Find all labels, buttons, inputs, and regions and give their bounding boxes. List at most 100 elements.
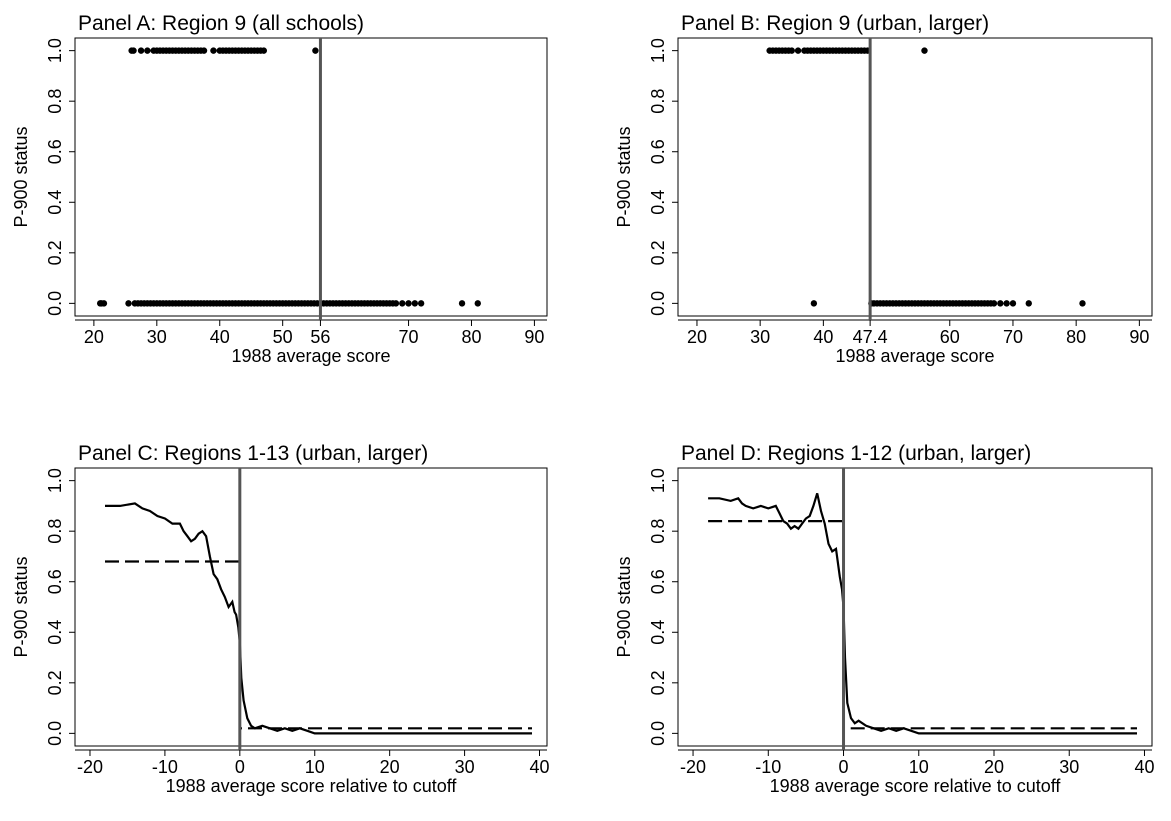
- data-point: [810, 300, 818, 307]
- data-point: [474, 300, 481, 307]
- data-point: [458, 300, 466, 307]
- data-point: [921, 47, 928, 54]
- y-tick-label: 0.6: [45, 569, 65, 594]
- y-tick-label: 1.0: [45, 38, 65, 63]
- data-point: [788, 47, 795, 54]
- y-tick-label: 0.0: [648, 721, 668, 746]
- x-axis-label: 1988 average score relative to cutoff: [770, 776, 1062, 796]
- data-point: [794, 47, 802, 54]
- x-tick-label: 20: [380, 757, 400, 777]
- dashed-fit-line: [708, 519, 1137, 734]
- data-point: [392, 300, 400, 307]
- x-tick-label: 40: [529, 757, 549, 777]
- y-tick-label: 0.8: [648, 519, 668, 544]
- y-tick-label: 0.6: [45, 139, 65, 164]
- data-point: [100, 300, 108, 307]
- x-tick-label: 10: [909, 757, 929, 777]
- x-tick-label: 70: [399, 327, 419, 347]
- y-tick-label: 0.6: [648, 139, 668, 164]
- panel-c: Panel C: Regions 1-13 (urban, larger) 0.0…: [11, 442, 550, 796]
- y-tick-label: 0.2: [648, 670, 668, 695]
- x-tick-label: -10: [755, 757, 781, 777]
- panel-title: Panel C: Regions 1-13 (urban, larger): [78, 442, 428, 465]
- x-tick-label: 47.4: [853, 327, 888, 347]
- data-point: [997, 300, 1004, 307]
- x-tick-label: 30: [750, 327, 770, 347]
- y-tick-label: 0.6: [648, 569, 668, 594]
- x-tick-label: 80: [1066, 327, 1086, 347]
- plot-frame: [677, 37, 1153, 317]
- y-tick-label: 1.0: [648, 38, 668, 63]
- data-point: [1079, 300, 1086, 307]
- panel-title: Panel D: Regions 1-12 (urban, larger): [681, 442, 1031, 465]
- data-point: [1025, 300, 1032, 307]
- x-tick-label: 60: [940, 327, 960, 347]
- y-tick-label: 0.8: [45, 519, 65, 544]
- panel-d: Panel D: Regions 1-12 (urban, larger) 0.0…: [614, 442, 1154, 796]
- y-tick-label: 0.8: [648, 89, 668, 114]
- data-point: [260, 47, 267, 54]
- y-tick-label: 0.2: [45, 240, 65, 265]
- y-tick-label: 1.0: [45, 468, 65, 493]
- data-point: [1009, 300, 1017, 307]
- data-point: [405, 300, 412, 307]
- y-tick-label: 0.0: [45, 291, 65, 316]
- data-point: [125, 300, 132, 307]
- data-point: [144, 47, 151, 54]
- y-axis-label: P-900 status: [11, 556, 31, 657]
- smoothed-line: [708, 492, 1137, 735]
- x-tick-label: 80: [461, 327, 481, 347]
- x-tick-label: 30: [455, 757, 475, 777]
- x-tick-label: 10: [305, 757, 325, 777]
- data-point: [130, 47, 137, 54]
- panel-a: Panel A: Region 9 (all schools) 0.0 0.2 0.4…: [11, 12, 548, 366]
- y-axis-label: P-900 status: [11, 126, 31, 227]
- y-tick-label: 0.2: [45, 670, 65, 695]
- y-tick-label: 0.4: [648, 190, 668, 215]
- x-tick-label: 20: [687, 327, 707, 347]
- x-tick-label: 90: [1129, 327, 1149, 347]
- x-tick-label: 30: [1059, 757, 1079, 777]
- x-tick-label: 40: [1134, 757, 1154, 777]
- x-tick-label: -10: [152, 757, 178, 777]
- x-axis-label: 1988 average score: [231, 346, 390, 366]
- x-tick-label: 20: [984, 757, 1004, 777]
- x-tick-label: 30: [147, 327, 167, 347]
- panel-b: Panel B: Region 9 (urban, larger) 0.0 0.2 0…: [614, 12, 1153, 366]
- y-tick-label: 0.8: [45, 89, 65, 114]
- x-tick-label: 40: [210, 327, 230, 347]
- y-tick-label: 0.4: [45, 620, 65, 645]
- x-tick-label: 70: [1003, 327, 1023, 347]
- x-tick-label: 0: [839, 757, 849, 777]
- data-point: [210, 47, 217, 54]
- x-tick-label: -20: [77, 757, 103, 777]
- x-axis-label: 1988 average score: [835, 346, 994, 366]
- smoothed-line: [105, 502, 532, 735]
- panel-title: Panel B: Region 9 (urban, larger): [681, 12, 989, 35]
- data-point: [417, 300, 425, 307]
- data-point: [137, 47, 145, 54]
- y-axis-label: P-900 status: [614, 126, 634, 227]
- x-tick-label: -20: [680, 757, 706, 777]
- y-tick-label: 0.4: [648, 620, 668, 645]
- x-tick-label: 0: [235, 757, 245, 777]
- data-point: [1003, 300, 1010, 307]
- dashed-fit-line: [105, 560, 532, 734]
- x-axis-label: 1988 average score relative to cutoff: [166, 776, 458, 796]
- y-tick-label: 0.2: [648, 240, 668, 265]
- y-axis-label: P-900 status: [614, 556, 634, 657]
- plot-frame: [74, 37, 548, 317]
- data-point: [399, 300, 406, 307]
- data-point: [312, 47, 319, 54]
- x-tick-label: 90: [524, 327, 544, 347]
- data-point: [411, 300, 419, 307]
- y-tick-label: 0.4: [45, 190, 65, 215]
- data-point: [200, 47, 208, 54]
- y-tick-label: 0.0: [45, 721, 65, 746]
- panel-title: Panel A: Region 9 (all schools): [78, 12, 364, 35]
- plot-frame: [74, 467, 548, 747]
- x-tick-label: 50: [273, 327, 293, 347]
- x-tick-label: 20: [84, 327, 104, 347]
- plot-frame: [677, 467, 1153, 747]
